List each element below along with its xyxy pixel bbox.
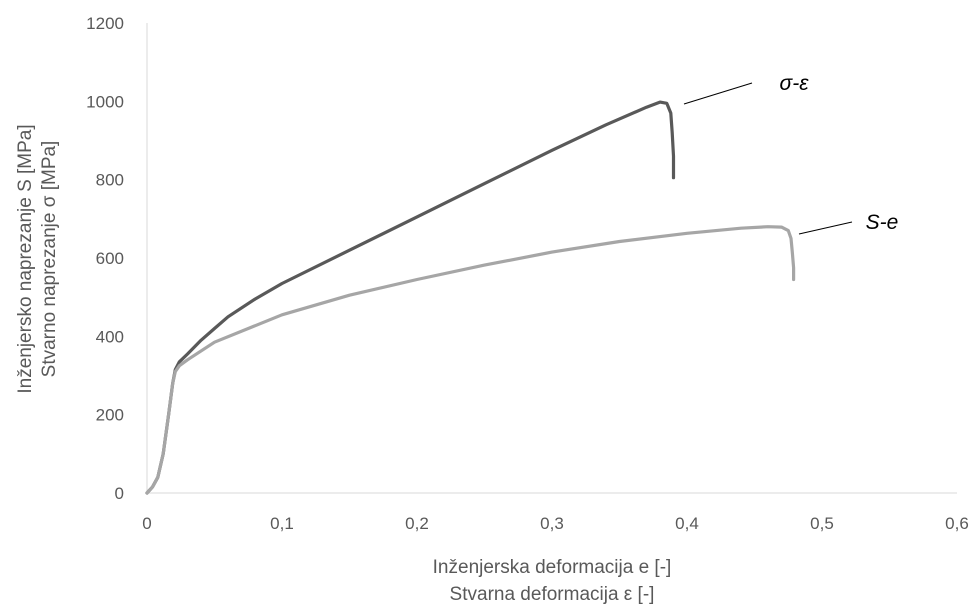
series-annotations: σ-ε S-e xyxy=(683,72,899,235)
series-layer xyxy=(145,100,796,495)
x-tick-label: 0,1 xyxy=(270,514,294,533)
y-tick-label: 400 xyxy=(96,327,124,346)
series-line-sigma-epsilon xyxy=(145,100,676,495)
y-tick-label: 800 xyxy=(96,171,124,190)
series-label-sigma-epsilon: σ-ε xyxy=(780,72,810,95)
x-tick-labels: 0 0,1 0,2 0,3 0,4 0,5 0,6 xyxy=(142,514,969,533)
y-tick-labels: 0 200 400 600 800 1000 1200 xyxy=(86,14,124,503)
y-axis-title: Inženjersko naprezanje S [MPa] xyxy=(15,124,36,393)
y-tick-label: 600 xyxy=(96,249,124,268)
x-tick-label: 0,4 xyxy=(675,514,699,533)
y-tick-label: 200 xyxy=(96,406,124,425)
x-axis-title: Inženjerska deformacija e [-] xyxy=(433,557,672,578)
y-tick-label: 1200 xyxy=(86,14,124,33)
y-axis-title-secondary: Stvarno naprezanje σ [MPa] xyxy=(39,141,60,378)
x-tick-label: 0,5 xyxy=(810,514,834,533)
x-axis-title-secondary: Stvarna deformacija ε [-] xyxy=(450,584,655,605)
y-tick-label: 0 xyxy=(115,484,124,503)
x-tick-label: 0,6 xyxy=(945,514,969,533)
x-tick-label: 0 xyxy=(142,514,151,533)
series-label-s-e: S-e xyxy=(866,211,899,234)
annotation-leader-s-e xyxy=(798,221,853,235)
x-tick-label: 0,3 xyxy=(540,514,564,533)
annotation-leader-sigma-epsilon xyxy=(683,82,753,105)
axes xyxy=(146,23,957,494)
y-tick-label: 1000 xyxy=(86,92,124,111)
x-tick-label: 0,2 xyxy=(405,514,429,533)
series-line-s-e xyxy=(145,225,796,495)
